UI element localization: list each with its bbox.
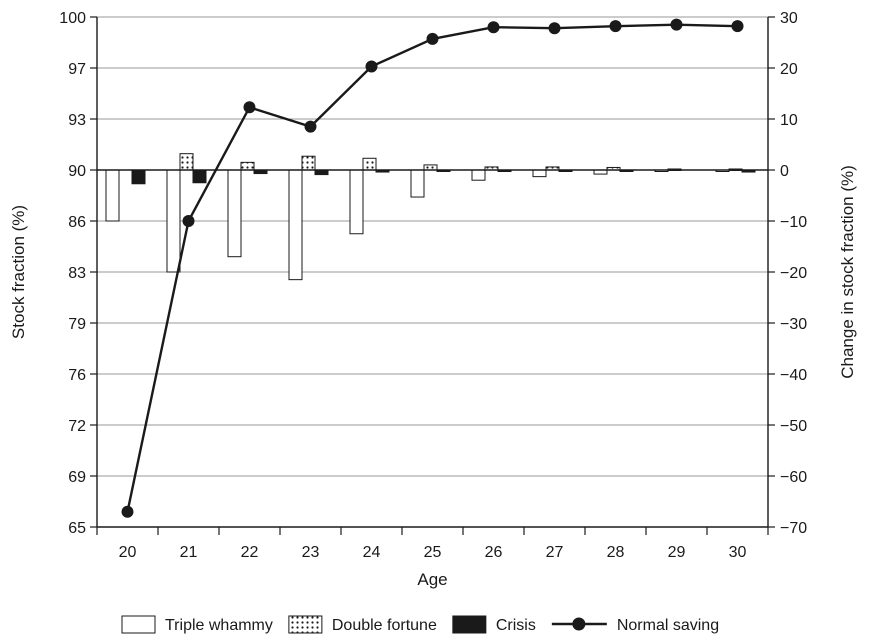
legend-swatch bbox=[288, 615, 323, 634]
bar bbox=[192, 169, 207, 184]
y-right-tick-label: −60 bbox=[780, 469, 807, 486]
y-left-tick-label: 72 bbox=[68, 418, 86, 435]
series-point bbox=[670, 18, 683, 31]
series-point bbox=[121, 505, 134, 518]
y-right-tick-label: −40 bbox=[780, 367, 807, 384]
series-point bbox=[731, 20, 744, 33]
x-tick-label: 21 bbox=[180, 544, 198, 561]
bar bbox=[105, 169, 120, 222]
x-tick-label: 27 bbox=[546, 544, 564, 561]
bar bbox=[227, 169, 242, 258]
y-axis-right-label: Change in stock fraction (%) bbox=[838, 165, 857, 379]
series-point bbox=[304, 120, 317, 133]
y-left-tick-label: 86 bbox=[68, 214, 86, 231]
y-left-tick-label: 93 bbox=[68, 112, 86, 129]
bar bbox=[349, 169, 364, 235]
y-left-tick-label: 79 bbox=[68, 316, 86, 333]
y-right-tick-label: −70 bbox=[780, 520, 807, 537]
series-point bbox=[487, 21, 500, 34]
y-right-tick-label: −30 bbox=[780, 316, 807, 333]
bar bbox=[288, 169, 303, 281]
series-point bbox=[182, 215, 195, 227]
bar bbox=[471, 169, 486, 181]
y-right-tick-label: −10 bbox=[780, 214, 807, 231]
y-left-tick-label: 69 bbox=[68, 469, 86, 486]
legend: Triple whammy Double fortune Crisis Normal … bbox=[121, 615, 719, 634]
y-right-tick-label: 20 bbox=[780, 61, 798, 78]
x-tick-label: 28 bbox=[607, 544, 625, 561]
series-point bbox=[426, 32, 439, 45]
x-tick-label: 25 bbox=[424, 544, 442, 561]
legend-label: Normal saving bbox=[617, 617, 719, 634]
y-right-tick-label: 30 bbox=[780, 10, 798, 27]
bar bbox=[301, 155, 316, 171]
y-right-tick-label: −20 bbox=[780, 265, 807, 282]
y-left-tick-label: 83 bbox=[68, 265, 86, 282]
y-right-tick-label: 0 bbox=[780, 163, 789, 180]
y-left-tick-label: 76 bbox=[68, 367, 86, 384]
x-tick-label: 24 bbox=[363, 544, 381, 561]
bar bbox=[362, 157, 377, 171]
bar bbox=[166, 169, 181, 273]
bar bbox=[240, 161, 255, 171]
x-axis-label: Age bbox=[417, 570, 447, 589]
y-left-tick-label: 100 bbox=[59, 10, 86, 27]
y-axis-left-label: Stock fraction (%) bbox=[9, 205, 28, 339]
legend-label: Double fortune bbox=[332, 617, 437, 634]
x-tick-label: 23 bbox=[302, 544, 320, 561]
bar bbox=[410, 169, 425, 198]
legend-label: Triple whammy bbox=[165, 617, 273, 634]
bar bbox=[179, 153, 194, 171]
x-tick-label: 26 bbox=[485, 544, 503, 561]
y-left-tick-label: 65 bbox=[68, 520, 86, 537]
series-point bbox=[365, 60, 378, 73]
legend-swatch bbox=[452, 615, 487, 634]
y-left-tick-label: 90 bbox=[68, 163, 86, 180]
series-point bbox=[243, 101, 256, 114]
label-layer: Age Stock fraction (%) Change in stock f… bbox=[9, 165, 857, 589]
x-tick-label: 22 bbox=[241, 544, 259, 561]
grid-layer bbox=[97, 16, 768, 528]
y-right-tick-label: 10 bbox=[780, 112, 798, 129]
y-left-tick-label: 97 bbox=[68, 61, 86, 78]
legend-swatch bbox=[121, 615, 156, 634]
x-tick-label: 29 bbox=[668, 544, 686, 561]
axis-layer: 65 −70 69 −60 72 −50 76 −40 79 −30 83 −20 86 −10 90 0 93… bbox=[59, 10, 807, 561]
bar bbox=[423, 164, 438, 171]
series-point bbox=[609, 20, 622, 33]
series-point bbox=[548, 22, 561, 35]
bar bbox=[131, 169, 146, 185]
series-line bbox=[126, 23, 738, 512]
y-right-tick-label: −50 bbox=[780, 418, 807, 435]
bar bbox=[532, 169, 547, 178]
x-tick-label: 30 bbox=[729, 544, 747, 561]
legend-label: Crisis bbox=[496, 617, 536, 634]
legend-marker bbox=[572, 617, 586, 631]
line-layer bbox=[121, 18, 744, 518]
bar-layer bbox=[105, 153, 756, 281]
x-tick-label: 20 bbox=[119, 544, 137, 561]
